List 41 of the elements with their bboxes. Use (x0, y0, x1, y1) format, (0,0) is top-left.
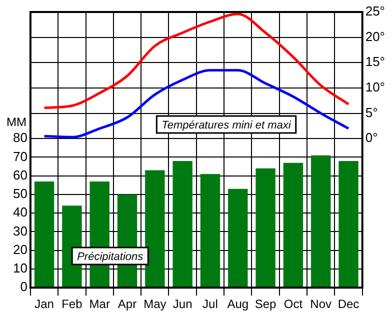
bar (172, 160, 192, 288)
bar (311, 155, 331, 288)
x-tick-label: Jul (202, 297, 218, 312)
y-axis-title: MM (6, 114, 26, 129)
annotation: Températures mini et maxi (162, 120, 292, 132)
x-tick-label: Oct (284, 297, 304, 312)
x-tick-label: Mar (89, 297, 110, 312)
y2-tick-label: 15° (365, 54, 386, 70)
x-tick-label: Apr (118, 297, 137, 312)
x-tick-label: Jun (172, 297, 192, 312)
x-tick-label: Jan (34, 297, 54, 312)
x-tick-label: Sep (254, 297, 277, 312)
x-tick-label: Aug (227, 297, 249, 312)
bar (34, 181, 54, 288)
y-tick-label: 60 (12, 167, 28, 182)
x-tick-label: May (144, 297, 166, 312)
line-series (43, 69, 350, 138)
y-tick-label: 70 (12, 148, 28, 164)
bar (145, 170, 165, 288)
y2-tick-label: 20° (365, 28, 386, 44)
annotation: Précipitations (77, 251, 144, 264)
y2-tick-label: 25° (365, 4, 386, 19)
y-tick-label: 20 (12, 242, 28, 257)
bar (228, 188, 248, 288)
bar (283, 162, 304, 288)
y2-tick-label: 5° (365, 104, 378, 120)
bar (200, 174, 220, 288)
y-tick-label: 0 (20, 279, 28, 294)
bar (338, 160, 358, 288)
y-tick-label: 50 (12, 186, 28, 202)
y-tick-label: 80 (12, 130, 28, 146)
y-tick-label: 30 (12, 223, 28, 238)
x-tick-label: Feb (62, 297, 83, 312)
bar (256, 168, 276, 288)
line-series (43, 12, 350, 109)
x-tick-label: Dec (338, 297, 360, 312)
y-tick-label: 10 (12, 260, 28, 276)
y2-tick-label: 0° (365, 130, 378, 146)
y2-tick-label: 10° (365, 80, 386, 95)
y-tick-label: 40 (12, 204, 28, 220)
x-tick-label: Nov (310, 297, 332, 312)
